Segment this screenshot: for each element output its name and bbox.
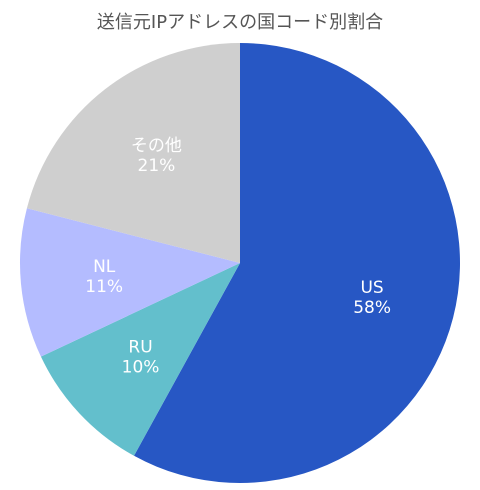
slice-percent-label: 10% [122,357,160,377]
pie-slice-3 [26,43,240,263]
slice-percent-label: 58% [353,298,391,318]
pie-slice-2 [20,208,241,357]
slice-category-label: RU [128,337,152,357]
slice-percent-label: 11% [85,277,123,297]
pie-slice-1 [40,263,240,456]
pie-slice-0 [134,43,461,484]
slice-category-label: その他 [131,136,182,156]
slice-category-label: US [360,278,383,298]
slice-category-label: NL [93,257,116,277]
chart-title: 送信元IPアドレスの国コード別割合 [96,12,384,33]
slice-percent-label: 21% [138,156,176,176]
